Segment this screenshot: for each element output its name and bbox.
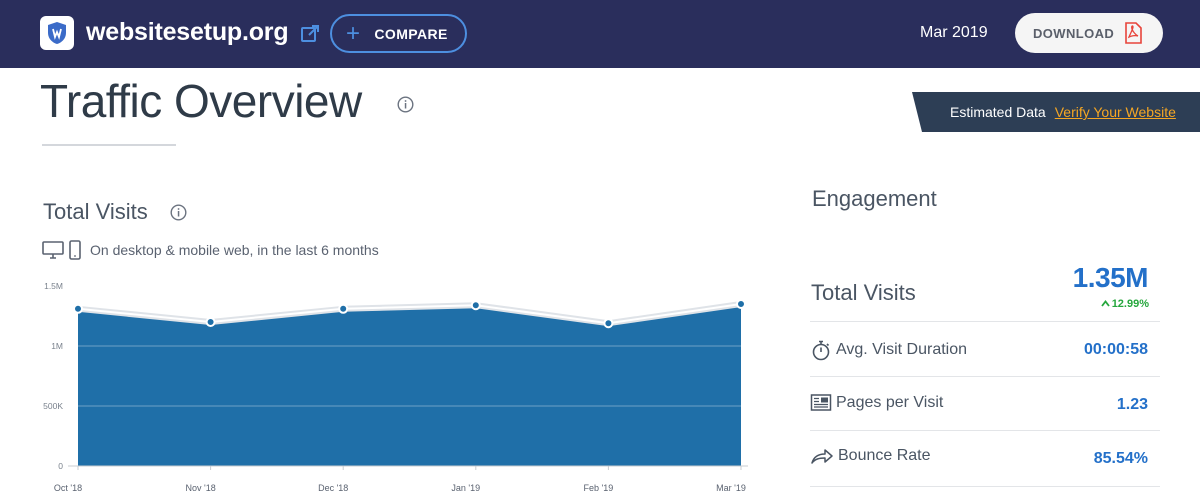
- engagement-divider: [810, 430, 1160, 431]
- site-name: websitesetup.org: [86, 18, 289, 46]
- estimated-data-label: Estimated Data: [950, 104, 1046, 120]
- engagement-total-visits-value: 1.35M: [1072, 262, 1149, 293]
- x-tick-label: Feb '19: [584, 483, 614, 493]
- x-tick-label: Mar '19: [716, 483, 746, 493]
- data-point: [338, 303, 349, 314]
- estimated-data-banner: Estimated Data Verify Your Website: [912, 92, 1200, 132]
- mobile-icon: [69, 240, 81, 260]
- pages-icon: [810, 394, 832, 411]
- data-point: [603, 318, 614, 329]
- y-tick-label: 1M: [51, 341, 63, 351]
- top-bar: websitesetup.org + COMPARE Mar 2019 DOWN…: [0, 0, 1200, 68]
- info-icon[interactable]: [170, 204, 187, 221]
- data-point: [736, 299, 746, 309]
- compare-button[interactable]: + COMPARE: [330, 14, 467, 53]
- stopwatch-icon: [812, 340, 830, 361]
- pages-per-visit-label: Pages per Visit: [810, 393, 943, 413]
- engagement-divider: [810, 321, 1160, 322]
- total-visits-change-value: 12.99%: [1111, 298, 1149, 310]
- download-button[interactable]: DOWNLOAD: [1015, 13, 1163, 53]
- bounce-rate-value: 85.54%: [1093, 450, 1148, 467]
- visits-line: [77, 303, 742, 325]
- info-icon[interactable]: [397, 96, 414, 113]
- total-visits-chart: 0 500K 1M 1.5M Oct '18 Nov '18 Dec '18 Jan '19 F…: [43, 281, 748, 493]
- data-point: [73, 303, 83, 314]
- avg-visit-duration-label: Avg. Visit Duration: [810, 339, 967, 361]
- pdf-icon: [1125, 22, 1142, 44]
- y-tick-label: 500K: [43, 401, 63, 411]
- device-scope-text: On desktop & mobile web, in the last 6 m…: [90, 242, 379, 258]
- data-point: [205, 317, 216, 327]
- device-scope: On desktop & mobile web, in the last 6 m…: [42, 240, 379, 260]
- plus-icon: +: [346, 19, 361, 47]
- bounce-arrow-icon: [811, 449, 833, 464]
- y-tick-label: 1.5M: [44, 281, 63, 291]
- title-divider: [42, 144, 176, 146]
- avg-visit-duration-value: 00:00:58: [1083, 341, 1148, 358]
- x-tick-label: Jan '19: [451, 483, 480, 493]
- page-title: Traffic Overview: [40, 75, 362, 127]
- bounce-rate-label: Bounce Rate: [810, 447, 931, 465]
- download-label: DOWNLOAD: [1033, 25, 1115, 41]
- verify-website-link[interactable]: Verify Your Website: [1054, 104, 1176, 120]
- engagement-divider: [810, 376, 1160, 377]
- x-tick-label: Dec '18: [318, 483, 348, 493]
- date-selector[interactable]: Mar 2019: [920, 24, 988, 41]
- desktop-icon: [42, 241, 64, 259]
- data-point: [470, 300, 481, 311]
- compare-label: COMPARE: [374, 25, 448, 42]
- external-link-icon[interactable]: [300, 24, 320, 44]
- engagement-total-visits-label: Total Visits: [811, 280, 916, 305]
- site-favicon-icon: [40, 16, 74, 50]
- arrow-up-icon: [1100, 300, 1110, 307]
- visits-area: [78, 304, 741, 466]
- total-visits-title: Total Visits: [43, 199, 148, 224]
- total-visits-change: 12.99%: [1100, 298, 1149, 310]
- pages-per-visit-value: 1.23: [1116, 396, 1148, 413]
- x-tick-label: Oct '18: [54, 483, 82, 493]
- engagement-divider: [810, 486, 1160, 487]
- x-tick-label: Nov '18: [185, 483, 215, 493]
- y-tick-label: 0: [58, 461, 63, 471]
- engagement-title: Engagement: [812, 186, 937, 211]
